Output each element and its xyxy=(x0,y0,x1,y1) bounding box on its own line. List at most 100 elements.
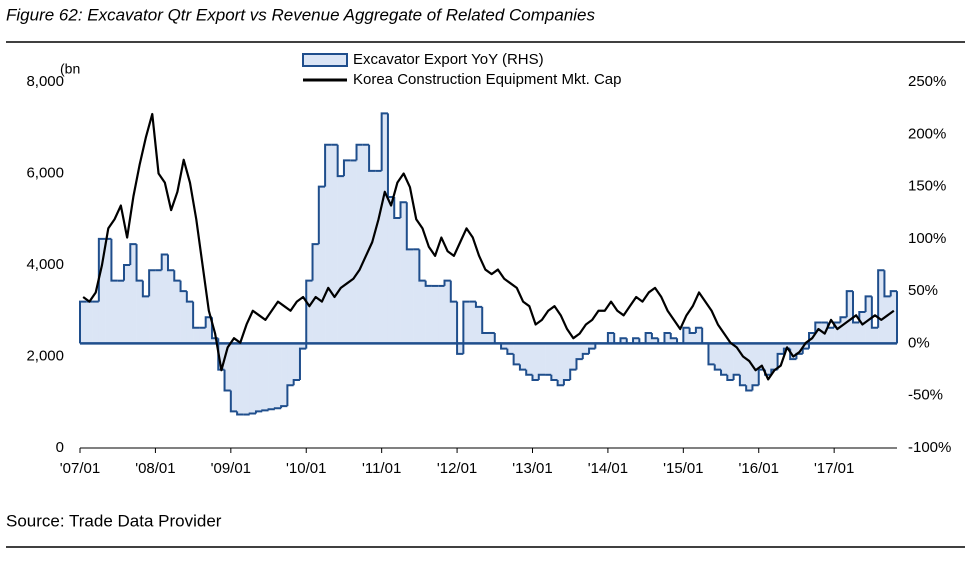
step-bar xyxy=(419,280,426,344)
step-edge xyxy=(801,347,810,354)
step-bar xyxy=(570,343,577,370)
step-bar xyxy=(337,176,345,344)
step-bar xyxy=(633,338,640,344)
step-bar xyxy=(293,343,301,381)
step-edge xyxy=(418,249,426,282)
step-edge xyxy=(726,374,734,382)
step-edge xyxy=(129,243,137,265)
step-bar xyxy=(400,202,408,344)
step-bar xyxy=(167,270,175,344)
step-bar xyxy=(815,322,822,344)
step-bar xyxy=(387,197,395,344)
step-edge xyxy=(311,243,319,281)
step-bar xyxy=(890,291,898,344)
step-bar xyxy=(331,144,338,344)
y-tick-label: 4,000 xyxy=(26,256,64,273)
step-edge xyxy=(273,407,282,410)
step-edge xyxy=(720,369,728,376)
step-bar xyxy=(589,343,596,349)
step-edge xyxy=(248,412,256,415)
step-edge xyxy=(173,270,181,282)
step-edge xyxy=(732,373,740,381)
step-edge xyxy=(512,353,520,366)
step-edge xyxy=(280,405,288,409)
legend-swatch xyxy=(302,53,348,67)
x-tick-label: '09/01 xyxy=(211,460,251,477)
step-bar xyxy=(224,343,232,391)
step-bar xyxy=(149,270,156,344)
step-bar xyxy=(287,343,294,386)
step-bar xyxy=(777,343,785,354)
step-bar xyxy=(325,144,332,344)
step-edge xyxy=(298,347,307,381)
step-edge xyxy=(254,410,263,414)
step-edge xyxy=(537,373,546,381)
step-edge xyxy=(305,279,313,349)
y-tick-label: 6,000 xyxy=(26,164,64,181)
step-bar xyxy=(846,291,854,344)
step-bar xyxy=(111,280,119,344)
step-bar xyxy=(186,301,194,344)
step-bar xyxy=(180,291,188,344)
step-edge xyxy=(588,347,596,354)
step-bar xyxy=(130,244,137,344)
step-edge xyxy=(110,238,118,282)
step-edge xyxy=(550,374,558,382)
step-edge xyxy=(179,280,187,293)
step-bar xyxy=(482,332,489,344)
step-bar xyxy=(350,160,357,344)
step-bar xyxy=(475,306,483,344)
step-edge xyxy=(751,384,759,391)
step-edge xyxy=(839,316,847,323)
step-edge xyxy=(449,280,458,303)
x-tick-label: '08/01 xyxy=(135,460,175,477)
step-bar xyxy=(746,343,753,391)
step-bar xyxy=(312,244,320,344)
step-bar xyxy=(513,343,521,365)
step-edge xyxy=(814,321,822,333)
step-bar xyxy=(771,343,778,370)
x-tick-label: '11/01 xyxy=(362,460,401,477)
step-bar xyxy=(840,317,848,344)
step-bar xyxy=(538,343,546,375)
step-bar xyxy=(174,280,181,344)
y2-tick-label: 150% xyxy=(908,178,946,195)
step-bar xyxy=(136,280,144,344)
step-bar xyxy=(683,327,690,344)
step-edge xyxy=(525,369,533,376)
step-bar xyxy=(362,144,370,344)
step-bar xyxy=(431,285,439,344)
step-edge xyxy=(481,306,489,334)
step-edge xyxy=(286,384,294,407)
step-bar xyxy=(381,113,389,344)
step-edge xyxy=(122,264,131,281)
step-edge xyxy=(506,348,514,355)
step-bar xyxy=(193,327,200,344)
step-edge xyxy=(474,301,483,308)
y2-tick-label: -100% xyxy=(908,439,951,456)
step-bar xyxy=(249,343,257,414)
step-edge xyxy=(380,112,388,171)
step-bar xyxy=(519,343,527,370)
step-edge xyxy=(518,364,527,371)
step-bar xyxy=(582,343,590,354)
step-bar xyxy=(274,343,282,409)
y2-tick-label: 200% xyxy=(908,125,946,142)
step-bar xyxy=(262,343,269,411)
step-bar xyxy=(532,343,540,381)
step-bar xyxy=(463,301,470,344)
step-bar xyxy=(86,301,93,344)
y-tick-label: 0 xyxy=(56,439,64,456)
step-bar xyxy=(557,343,565,386)
step-bar xyxy=(243,343,250,415)
step-bar xyxy=(406,249,414,344)
x-tick-label: '13/01 xyxy=(512,460,552,477)
step-edge xyxy=(399,201,407,218)
step-edge xyxy=(707,343,715,366)
step-edge xyxy=(500,343,508,350)
step-edge xyxy=(185,291,194,303)
step-bar xyxy=(526,343,533,375)
x-tick-label: '07/01 xyxy=(60,460,100,477)
y2-tick-label: 250% xyxy=(908,73,946,90)
